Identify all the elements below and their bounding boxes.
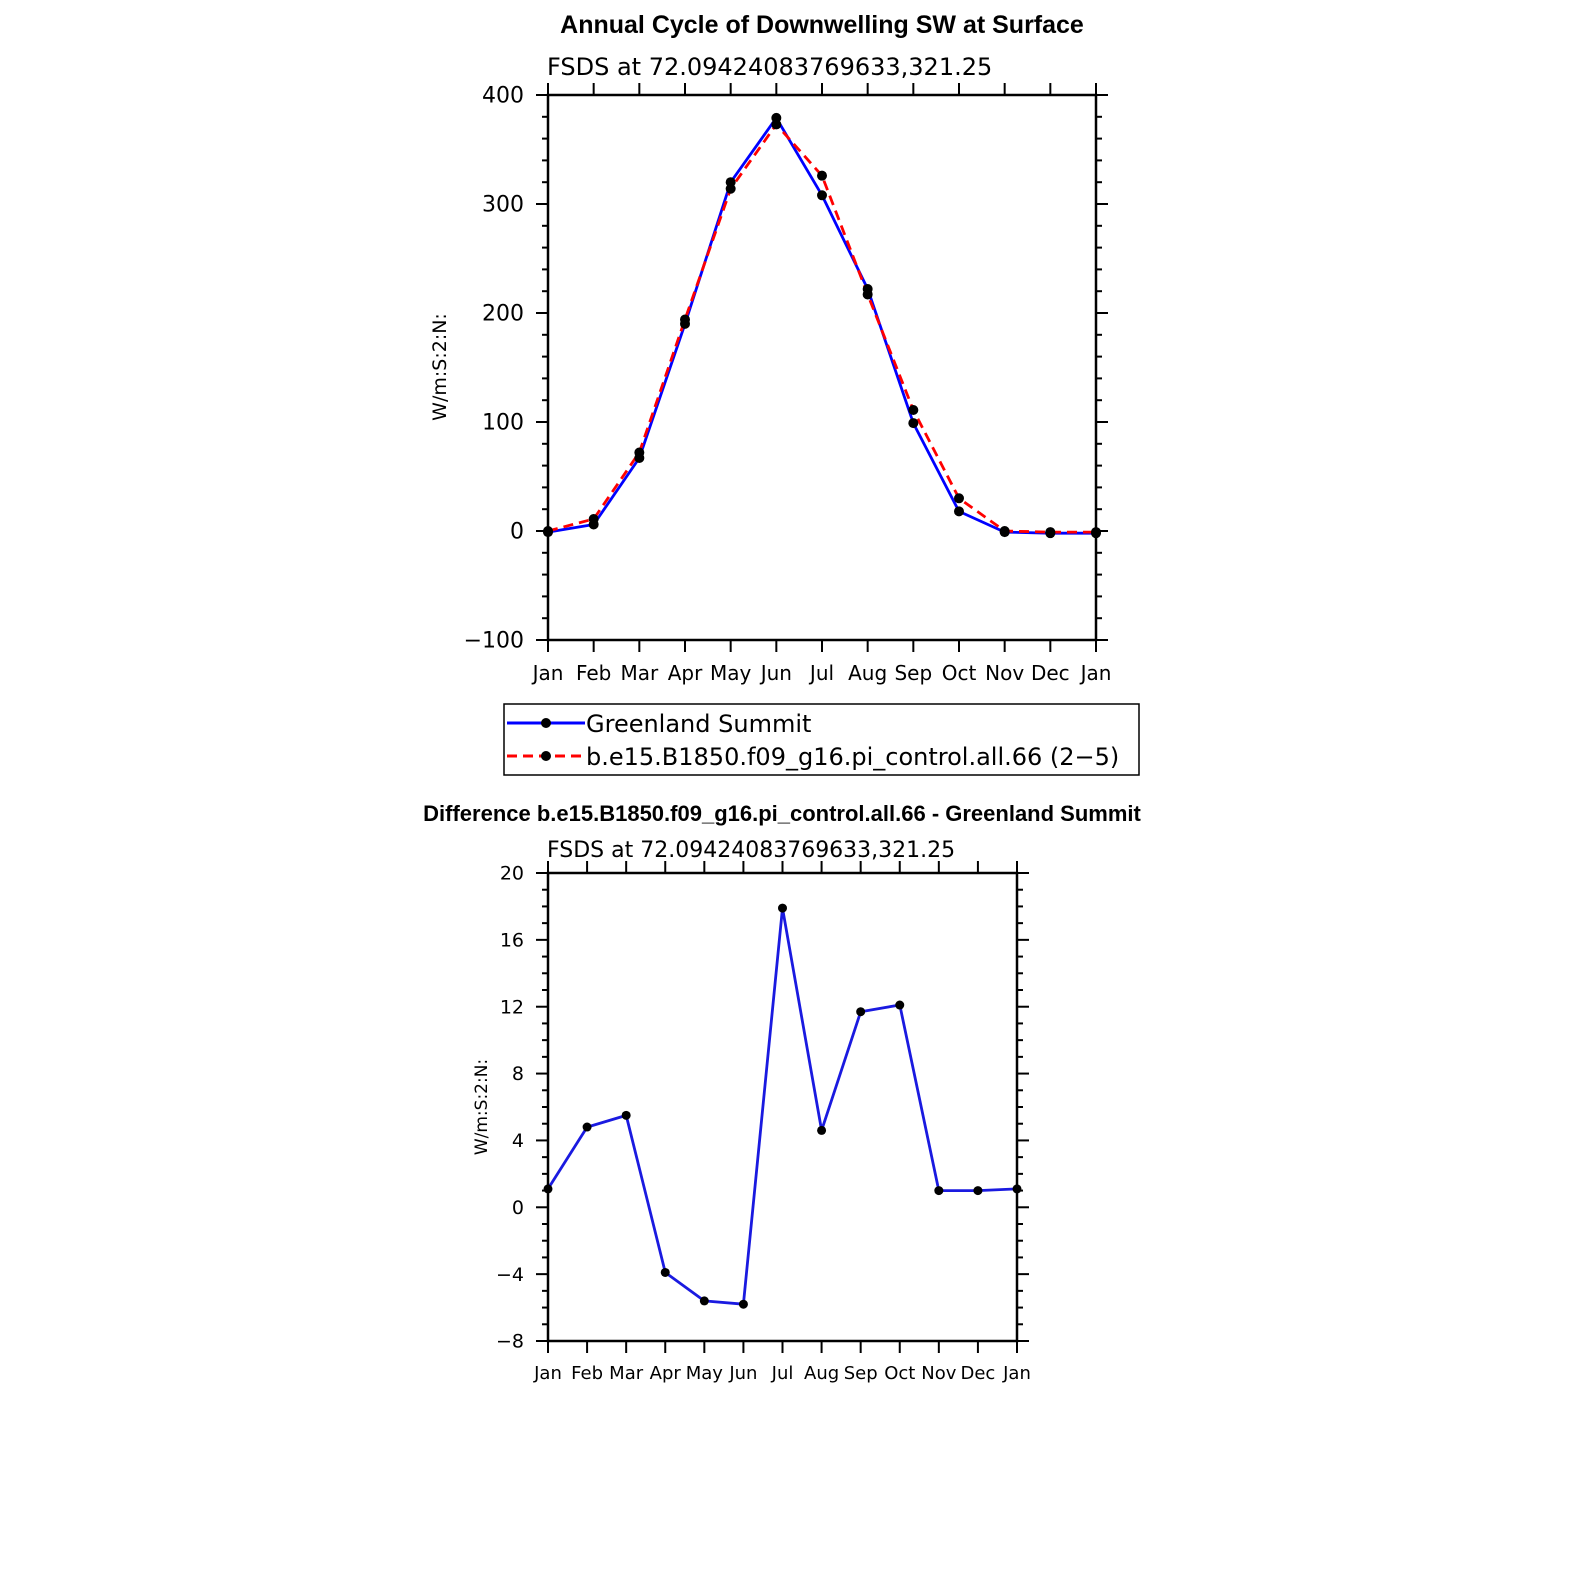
x-tick-label: Apr	[650, 1363, 682, 1384]
data-point	[934, 1186, 944, 1196]
x-tick-label: Feb	[571, 1363, 603, 1384]
y-tick-label: 400	[482, 84, 524, 109]
y-tick-label: −100	[464, 629, 524, 654]
data-point	[817, 1125, 827, 1135]
x-tick-label: Jan	[531, 661, 564, 685]
x-tick-label: Oct	[884, 1363, 915, 1384]
x-tick-label: Sep	[844, 1363, 878, 1384]
x-tick-label: Jul	[808, 661, 834, 685]
data-point	[543, 1184, 553, 1194]
x-tick-label: Jun	[728, 1363, 757, 1384]
y-tick-label: −8	[496, 1331, 524, 1353]
x-tick-label: Jan	[1002, 1363, 1031, 1384]
x-tick-label: Feb	[576, 661, 611, 685]
legend-box	[503, 703, 1140, 776]
legend-label-obs: Greenland Summit	[586, 710, 811, 738]
data-point	[817, 170, 827, 181]
x-tick-label: Oct	[942, 661, 977, 685]
x-tick-label: Jan	[533, 1363, 562, 1384]
chart-title: Difference b.e15.B1850.f09_g16.pi_contro…	[423, 801, 1141, 826]
data-point	[895, 1000, 905, 1010]
data-point	[973, 1186, 983, 1196]
x-tick-label: May	[710, 661, 752, 685]
annual-cycle-chart: Annual Cycle of Downwelling SW at Surfac…	[429, 11, 1111, 685]
y-tick-label: 12	[500, 996, 524, 1018]
x-tick-label: Jun	[759, 661, 792, 685]
data-point	[862, 289, 873, 300]
data-point	[634, 447, 645, 458]
y-tick-label: 100	[482, 411, 524, 436]
data-point	[908, 418, 919, 429]
y-tick-label: 16	[500, 930, 524, 952]
series-line	[546, 906, 1018, 1306]
data-point	[954, 506, 964, 517]
y-tick-label: 300	[482, 193, 524, 218]
chart-subtitle: FSDS at 72.09424083769633,321.25	[547, 838, 955, 863]
data-point	[856, 1007, 866, 1017]
x-tick-label: Jan	[1079, 661, 1112, 685]
data-point	[1045, 527, 1056, 538]
x-tick-label: Dec	[960, 1363, 995, 1384]
chart-subtitle: FSDS at 72.09424083769633,321.25	[547, 53, 992, 81]
y-tick-label: 200	[482, 302, 524, 327]
x-tick-label: Dec	[1031, 661, 1070, 685]
data-point	[771, 119, 782, 130]
plot-area: 400 300 200 100 0 −100 Jan Feb Mar Apr May Jun Jul Au…	[464, 83, 1112, 685]
x-tick-label: Aug	[848, 661, 887, 685]
data-point	[621, 1110, 631, 1120]
y-axis-label: W/m:S:2:N:	[429, 313, 451, 421]
data-point	[543, 526, 553, 536]
y-tick-label: 4	[512, 1130, 524, 1152]
x-tick-label: Mar	[609, 1363, 644, 1384]
x-tick-label: Aug	[804, 1363, 839, 1384]
data-point	[778, 903, 787, 913]
data-point	[1091, 527, 1101, 538]
y-tick-label: 0	[512, 1197, 524, 1219]
x-tick-label: Jul	[771, 1363, 794, 1384]
legend-marker-obs	[541, 718, 551, 728]
data-point	[680, 314, 690, 325]
data-point	[738, 1299, 748, 1309]
x-tick-label: Sep	[894, 661, 932, 685]
x-tick-label: Nov	[921, 1363, 956, 1384]
x-tick-label: May	[686, 1363, 724, 1384]
data-point	[1012, 1184, 1022, 1194]
data-point	[588, 514, 599, 525]
data-point	[660, 1267, 670, 1277]
difference-chart: Difference b.e15.B1850.f09_g16.pi_contro…	[423, 801, 1141, 1384]
data-point	[725, 183, 736, 194]
y-tick-label: 8	[512, 1063, 524, 1085]
chart-title: Annual Cycle of Downwelling SW at Surfac…	[560, 11, 1084, 39]
data-point	[908, 405, 919, 416]
y-tick-label: 20	[500, 863, 524, 885]
x-tick-label: Mar	[620, 661, 659, 685]
y-axis-label: W/m:S:2:N:	[472, 1059, 492, 1155]
x-tick-label: Apr	[668, 661, 703, 685]
y-tick-label: 0	[510, 520, 524, 545]
data-point	[699, 1296, 709, 1306]
data-point	[954, 493, 964, 504]
x-tick-label: Nov	[985, 661, 1024, 685]
legend: Greenland Summit b.e15.B1850.f09_g16.pi_…	[503, 703, 1140, 776]
plot-area: 20 16 12 8 4 0 −4 −8 Jan Feb Mar Apr May Jun Jul Aug Sep…	[496, 861, 1031, 1384]
data-point	[817, 190, 827, 201]
legend-marker-model	[541, 751, 551, 761]
y-tick-label: −4	[496, 1264, 524, 1286]
data-point	[999, 526, 1010, 536]
plot-frame	[546, 871, 1019, 1343]
data-point	[582, 1122, 592, 1132]
legend-label-model: b.e15.B1850.f09_g16.pi_control.all.66 (2…	[586, 743, 1119, 771]
